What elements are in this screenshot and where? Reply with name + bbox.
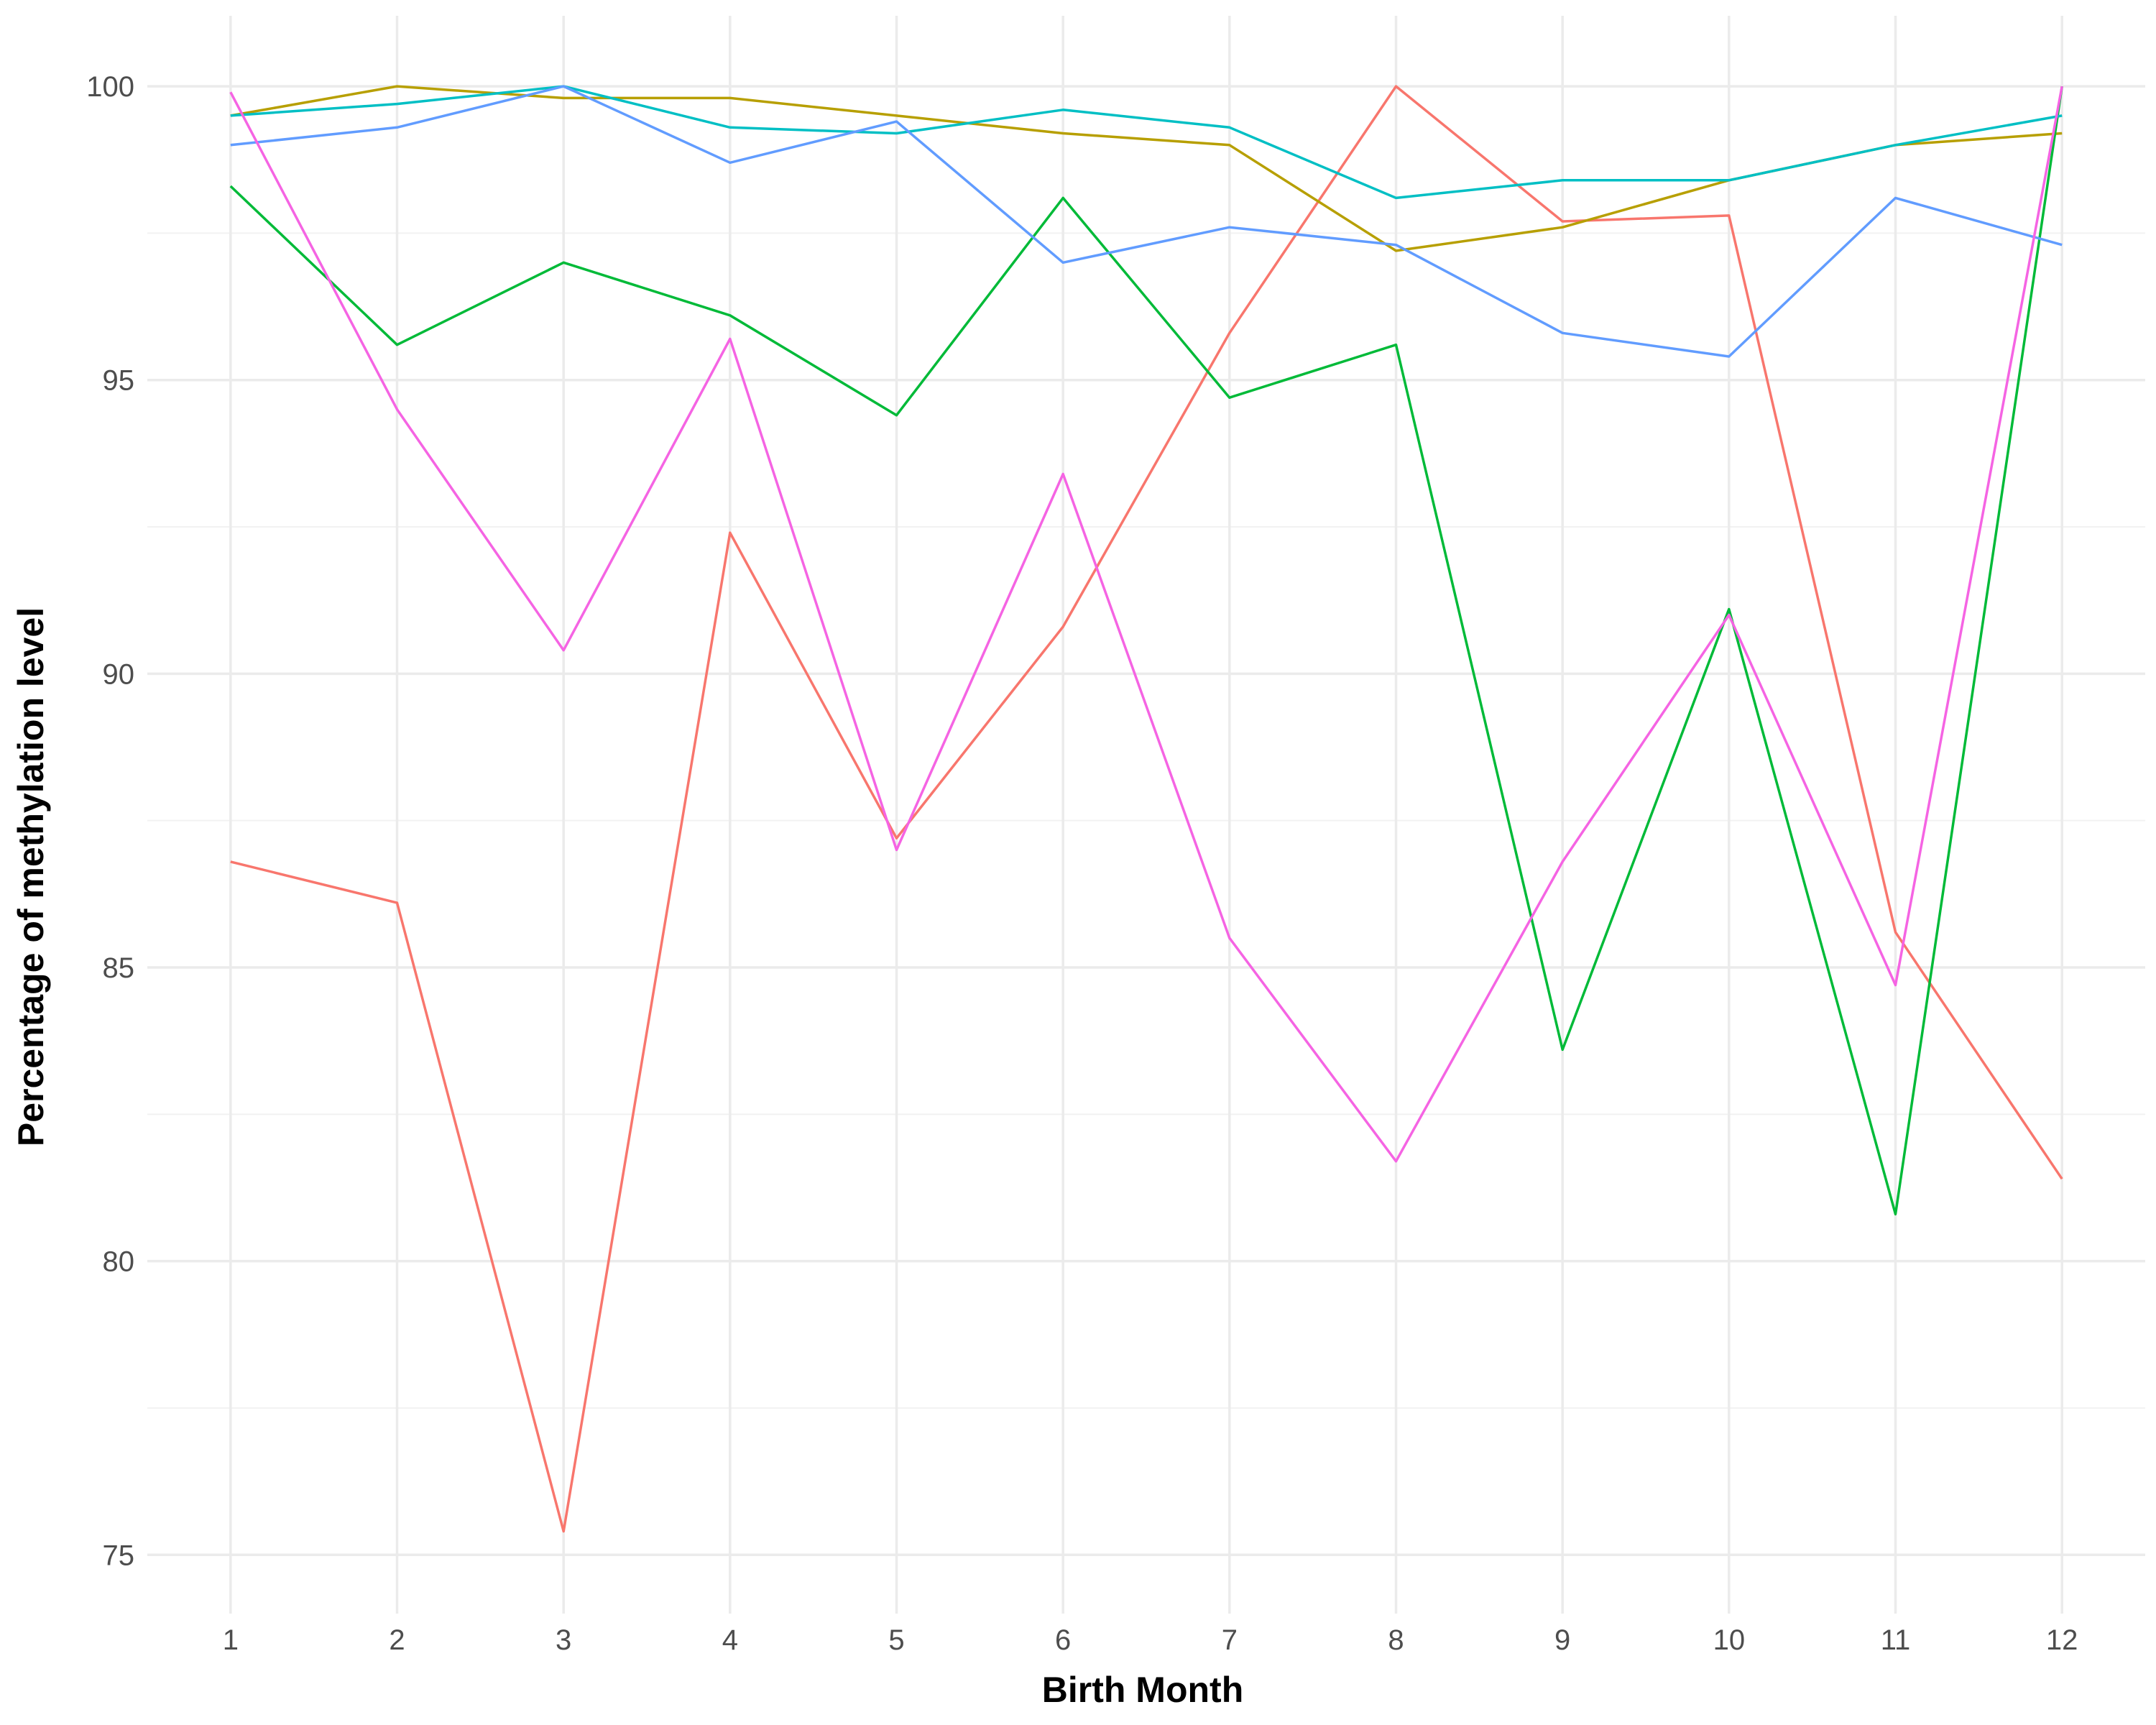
major-gridlines <box>147 16 2145 1614</box>
x-tick-label: 2 <box>389 1624 405 1656</box>
x-tick-label: 4 <box>722 1624 738 1656</box>
y-tick-label: 95 <box>103 365 135 397</box>
y-tick-label: 85 <box>103 952 135 984</box>
y-tick-label: 90 <box>103 658 135 690</box>
x-tick-label: 3 <box>556 1624 571 1656</box>
x-tick-label: 9 <box>1554 1624 1570 1656</box>
minor-gridlines <box>147 232 2145 1409</box>
series-line-5 <box>230 85 2063 358</box>
x-tick-label: 7 <box>1222 1624 1238 1656</box>
x-tick-label: 1 <box>223 1624 239 1656</box>
x-tick-label: 12 <box>2046 1624 2078 1656</box>
y-tick-label: 80 <box>103 1246 135 1278</box>
series-lines <box>229 85 2063 1533</box>
series-line-3 <box>229 86 2063 1216</box>
x-tick-label: 10 <box>1713 1624 1746 1656</box>
x-tick-label: 8 <box>1388 1624 1404 1656</box>
x-tick-label: 6 <box>1055 1624 1071 1656</box>
series-line-4 <box>230 85 2063 200</box>
y-tick-label: 100 <box>86 71 134 103</box>
series-line-1 <box>230 85 2063 1533</box>
series-line-6 <box>229 86 2063 1163</box>
y-axis-title: Percentage of methylation level <box>11 607 51 1146</box>
y-tick-label: 75 <box>103 1540 135 1571</box>
x-axis-title: Birth Month <box>1042 1670 1243 1710</box>
y-tick-labels: 75 80 85 90 95 100 <box>86 71 134 1571</box>
x-tick-label: 5 <box>888 1624 904 1656</box>
x-tick-label: 11 <box>1881 1624 1911 1656</box>
x-tick-labels: 1 2 3 4 5 6 7 8 9 10 11 12 <box>223 1624 2078 1656</box>
